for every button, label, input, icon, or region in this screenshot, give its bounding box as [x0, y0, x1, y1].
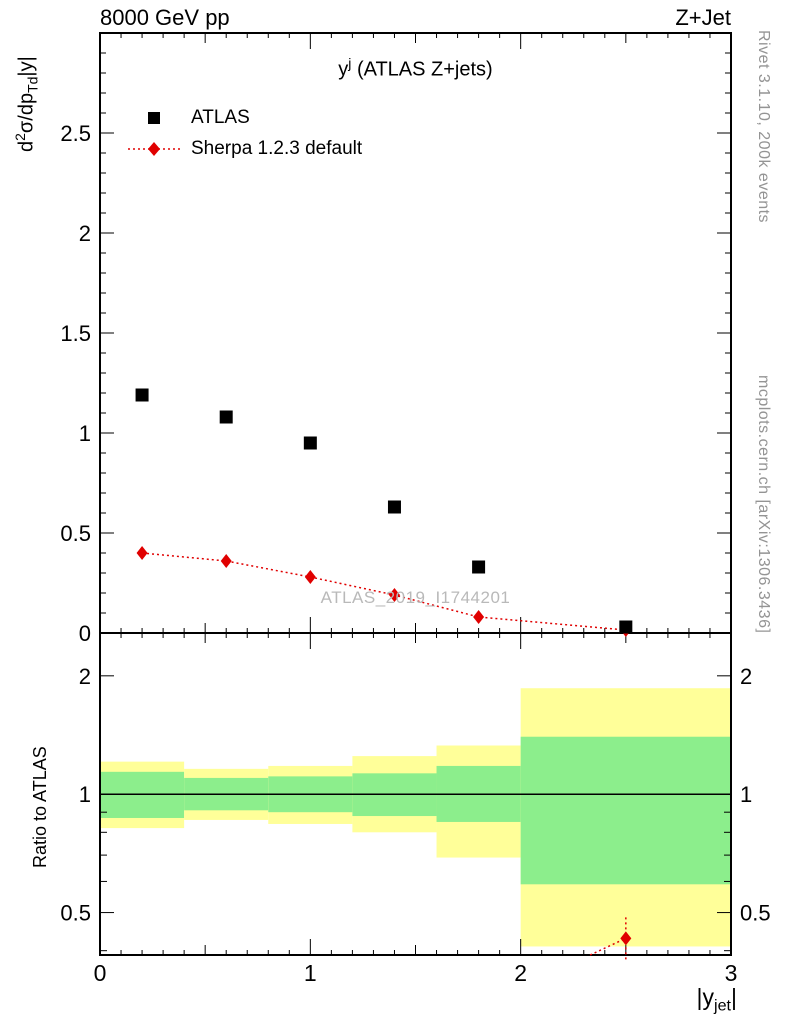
ratio-panel-frame: [99, 632, 732, 956]
ratio-y-axis-label: Ratio to ATLAS: [30, 746, 50, 868]
plot-title-base: y: [338, 58, 349, 81]
atlas-data-marker: [219, 410, 233, 424]
atlas-data-marker: [135, 388, 149, 402]
ylabel-mid: σ/dp: [15, 92, 38, 134]
legend-item-atlas: ATLAS: [128, 102, 362, 133]
ratio-y-tick-label: 1: [79, 782, 91, 807]
plot-title-rest: (ATLAS Z+jets): [351, 58, 493, 81]
atlas-square-marker-icon: [148, 111, 160, 124]
ratio-y-tick-label-right: 1: [740, 782, 752, 807]
sherpa-data-marker: [304, 570, 316, 584]
sherpa-data-marker: [388, 588, 400, 602]
legend-item-sherpa: Sherpa 1.2.3 default: [128, 133, 362, 164]
sherpa-curve: [141, 552, 626, 631]
x-tick-label: 0: [94, 960, 107, 986]
x-tick-label: 2: [514, 960, 527, 986]
sherpa-data-marker: [136, 546, 148, 560]
atlas-data-marker: [387, 500, 401, 514]
ylabel-sub: Td: [24, 76, 41, 93]
ylabel-sup: 2: [12, 133, 28, 141]
plot-title-sup: j: [348, 55, 352, 71]
xlabel-sub: jet: [714, 996, 732, 1015]
main-y-tick-label: 0: [79, 621, 91, 646]
sherpa-diamond-marker-icon: [128, 141, 180, 156]
ylabel-post: |y|: [15, 56, 38, 77]
main-y-tick-label: 1.5: [60, 321, 91, 346]
ratio-y-tick-label: 0.5: [60, 901, 91, 926]
x-tick-label: 1: [304, 960, 317, 986]
legend-label-atlas: ATLAS: [191, 106, 250, 128]
x-axis-label: |yjet|: [697, 984, 737, 1016]
uncertainty-band-inner: [520, 736, 731, 885]
beam-energy-label: 8000 GeV pp: [100, 5, 230, 30]
rivet-version-note: Rivet 3.1.10, 200k events: [755, 30, 772, 224]
legend: ATLAS Sherpa 1.2.3 default: [128, 102, 362, 164]
legend-label-sherpa: Sherpa 1.2.3 default: [191, 137, 363, 159]
analysis-watermark: ATLAS_2019_I1744201: [320, 588, 511, 607]
xlabel-pre: |y: [696, 984, 715, 1010]
main-y-tick-label: 1: [79, 421, 91, 446]
mcplots-arxiv-note: mcplots.cern.ch [arXiv:1306.3436]: [755, 374, 772, 633]
ratio-mc-curve: [589, 937, 627, 956]
ratio-y-tick-label-right: 2: [740, 664, 752, 689]
main-y-tick-label: 0.5: [60, 521, 91, 546]
xlabel-post: |: [731, 984, 737, 1010]
main-y-axis-label: d2σ/dpTd|y|: [12, 56, 41, 152]
x-tick-label: 3: [725, 960, 738, 986]
ylabel-pre: d: [15, 140, 38, 152]
main-y-tick-label: 2: [79, 221, 91, 246]
process-label: Z+Jet: [675, 5, 731, 30]
atlas-data-marker: [303, 436, 317, 450]
ratio-y-tick-label: 2: [79, 664, 91, 689]
sherpa-data-marker: [220, 554, 232, 568]
sherpa-data-marker: [473, 610, 485, 624]
ratio-mc-marker: [620, 931, 632, 946]
ratio-y-tick-label-right: 0.5: [740, 901, 771, 926]
atlas-data-marker: [619, 620, 633, 634]
main-y-tick-label: 2.5: [60, 121, 91, 146]
atlas-data-marker: [472, 560, 486, 574]
plot-title: yj (ATLAS Z+jets): [100, 55, 731, 82]
